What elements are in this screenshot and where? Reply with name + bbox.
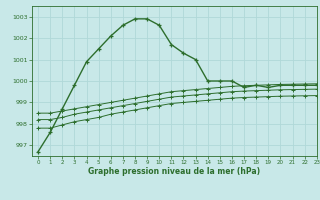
X-axis label: Graphe pression niveau de la mer (hPa): Graphe pression niveau de la mer (hPa) xyxy=(88,167,260,176)
